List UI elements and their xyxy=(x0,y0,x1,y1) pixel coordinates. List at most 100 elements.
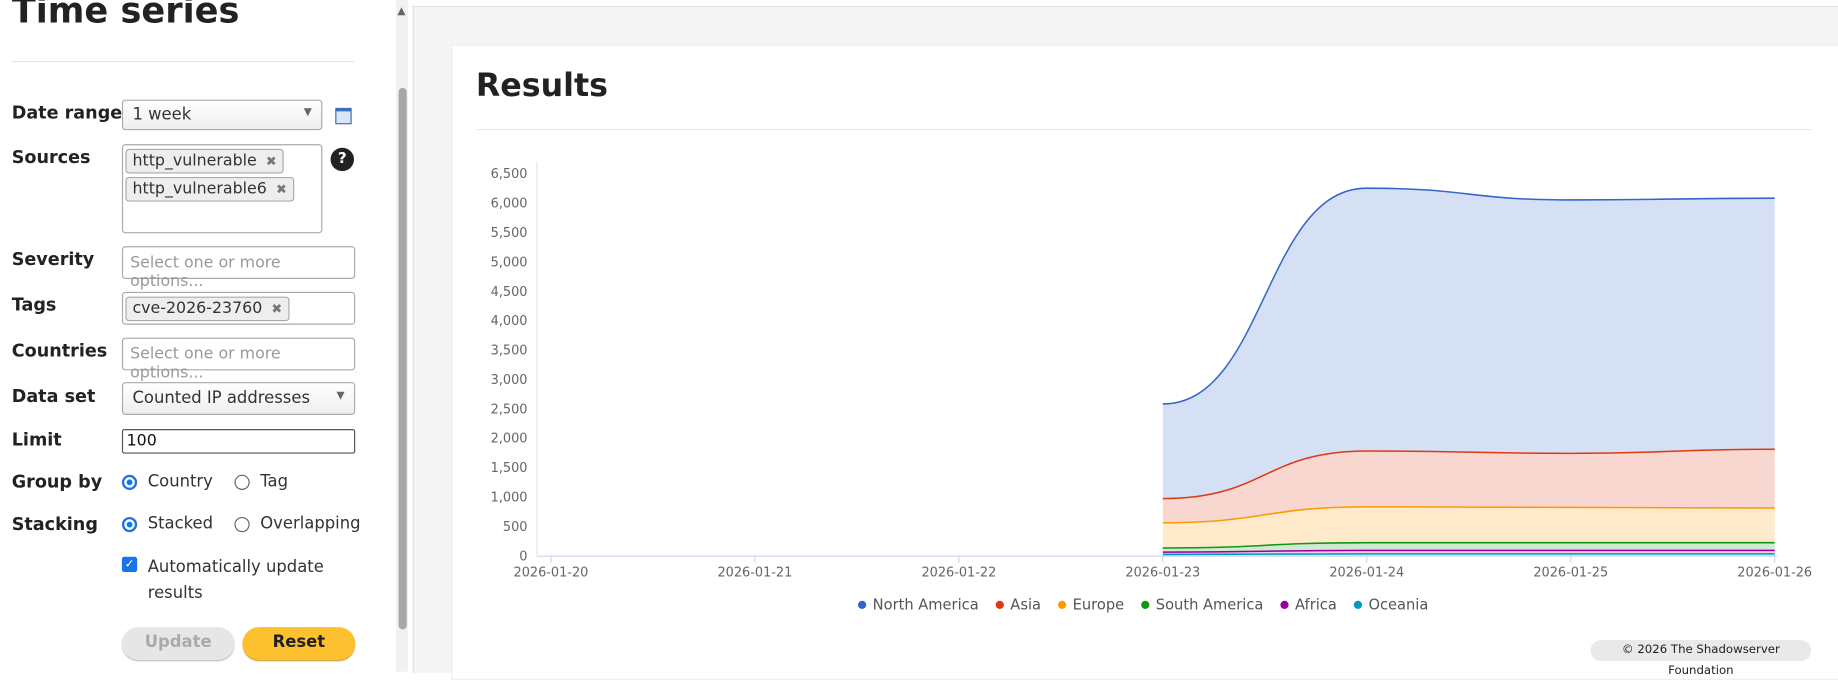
results-title: Results xyxy=(475,67,608,105)
legend-item[interactable]: Africa xyxy=(1280,597,1337,614)
legend-marker xyxy=(858,600,867,609)
label: Data set xyxy=(11,385,96,407)
multiselect[interactable]: http_vulnerable http_vulnerable6 xyxy=(121,144,323,234)
legend-item[interactable]: Oceania xyxy=(1353,597,1429,614)
y-tick-label: 3,500 xyxy=(491,344,528,359)
sidebar: Time series Date range 1 week ▼ Sources h… xyxy=(0,0,393,672)
line xyxy=(1162,448,1775,500)
x-tick-label: 2026-01-24 xyxy=(1329,566,1404,581)
radio[interactable] xyxy=(121,516,138,533)
area xyxy=(1162,506,1775,548)
tag[interactable]: http_vulnerable6 xyxy=(125,177,294,202)
y-tick-label: 1,000 xyxy=(491,491,528,506)
select[interactable]: Counted IP addresses ▼ xyxy=(121,382,356,415)
multiselect[interactable]: cve-2026-23760 xyxy=(121,291,356,325)
x-tick-label: 2026-01-25 xyxy=(1533,566,1608,581)
legend-item[interactable]: North America xyxy=(858,597,979,614)
y-tick-label: 1,500 xyxy=(491,461,528,476)
y-tick-label: 500 xyxy=(503,520,528,535)
radio[interactable] xyxy=(121,474,138,490)
help-icon[interactable]: ? xyxy=(330,147,355,172)
label: Stacking xyxy=(11,513,98,535)
x-tick-label: 2026-01-26 xyxy=(1737,566,1812,581)
legend-marker xyxy=(1058,600,1067,609)
select-value: Counted IP addresses xyxy=(132,389,311,408)
tag[interactable]: http_vulnerable xyxy=(125,148,284,174)
legend-marker xyxy=(1353,600,1363,609)
legend-marker xyxy=(1280,600,1289,609)
legend-label: Asia xyxy=(1010,597,1041,614)
label: Sources xyxy=(11,146,91,168)
checkbox[interactable]: ✓ xyxy=(121,556,138,573)
y-tick-label: 2,500 xyxy=(491,402,528,417)
label: Date range xyxy=(11,101,123,124)
update-button[interactable]: Update xyxy=(121,627,235,660)
legend-label: Oceania xyxy=(1368,597,1428,614)
footer: © 2026 The Shadowserver Foundation xyxy=(1590,640,1812,678)
series xyxy=(1162,506,1775,548)
legend-label: Africa xyxy=(1295,597,1337,614)
x-tick-label: 2026-01-21 xyxy=(717,566,792,581)
y-tick-label: 6,000 xyxy=(491,197,528,212)
y-tick-label: 3,000 xyxy=(491,373,528,388)
results-card xyxy=(451,44,1838,680)
line xyxy=(1162,549,1775,553)
legend-label: North America xyxy=(873,597,979,614)
radio[interactable] xyxy=(234,516,250,533)
legend-item[interactable]: Asia xyxy=(995,597,1041,614)
divider xyxy=(475,128,1813,131)
label: Limit xyxy=(11,429,62,451)
y-tick-label: 0 xyxy=(519,549,527,564)
legend-label: South America xyxy=(1156,597,1264,614)
radio-label: Overlapping xyxy=(260,514,361,534)
input[interactable]: Select one or more options... xyxy=(121,246,356,291)
line xyxy=(1162,187,1775,405)
legend-item[interactable]: South America xyxy=(1141,597,1263,614)
series xyxy=(1162,448,1775,523)
placeholder: Select one or more options... xyxy=(130,344,281,383)
radio-label: Tag xyxy=(260,472,289,492)
scrollbar[interactable]: ▲ xyxy=(396,0,408,672)
input[interactable]: 100 xyxy=(121,429,356,454)
area xyxy=(1162,449,1775,523)
scroll-thumb[interactable] xyxy=(398,87,407,630)
legend-item[interactable]: Europe xyxy=(1058,597,1124,614)
radio-label: Country xyxy=(147,472,213,492)
line xyxy=(1162,553,1775,556)
line xyxy=(1162,506,1775,524)
legend: North America Asia Europe South America Afri… xyxy=(858,597,1428,614)
radio[interactable] xyxy=(234,474,250,490)
y-tick-label: 6,500 xyxy=(491,167,528,182)
placeholder: Select one or more options... xyxy=(130,253,281,291)
legend-label: Europe xyxy=(1073,597,1125,614)
legend-marker xyxy=(1141,600,1150,609)
series xyxy=(1162,187,1775,499)
radio-label: Stacked xyxy=(147,514,214,534)
label: Group by xyxy=(11,471,103,493)
x-tick-label: 2026-01-22 xyxy=(921,566,996,581)
x-tick-label: 2026-01-23 xyxy=(1125,566,1200,581)
divider xyxy=(11,60,355,63)
select-value: 1 week xyxy=(132,105,192,125)
select[interactable]: 1 week ▼ xyxy=(121,99,323,131)
x-tick-label: 2026-01-20 xyxy=(514,566,589,581)
y-tick-label: 2,000 xyxy=(491,432,528,447)
line xyxy=(1162,541,1775,549)
content xyxy=(412,5,1838,680)
y-tick-label: 4,000 xyxy=(491,314,528,329)
input[interactable]: Select one or more options... xyxy=(121,337,356,382)
input-value: 100 xyxy=(126,431,157,451)
label: Severity xyxy=(11,248,95,270)
reset-button[interactable]: Reset xyxy=(242,627,356,660)
calendar-icon[interactable] xyxy=(335,107,352,125)
sidebar-title: Time series xyxy=(11,0,240,32)
area xyxy=(1162,188,1775,499)
checkbox-label: Automatically update results xyxy=(147,557,324,603)
tag[interactable]: cve-2026-23760 xyxy=(125,296,290,322)
y-tick-label: 5,500 xyxy=(491,226,528,241)
y-tick-label: 4,500 xyxy=(491,285,528,300)
series xyxy=(1162,553,1775,556)
